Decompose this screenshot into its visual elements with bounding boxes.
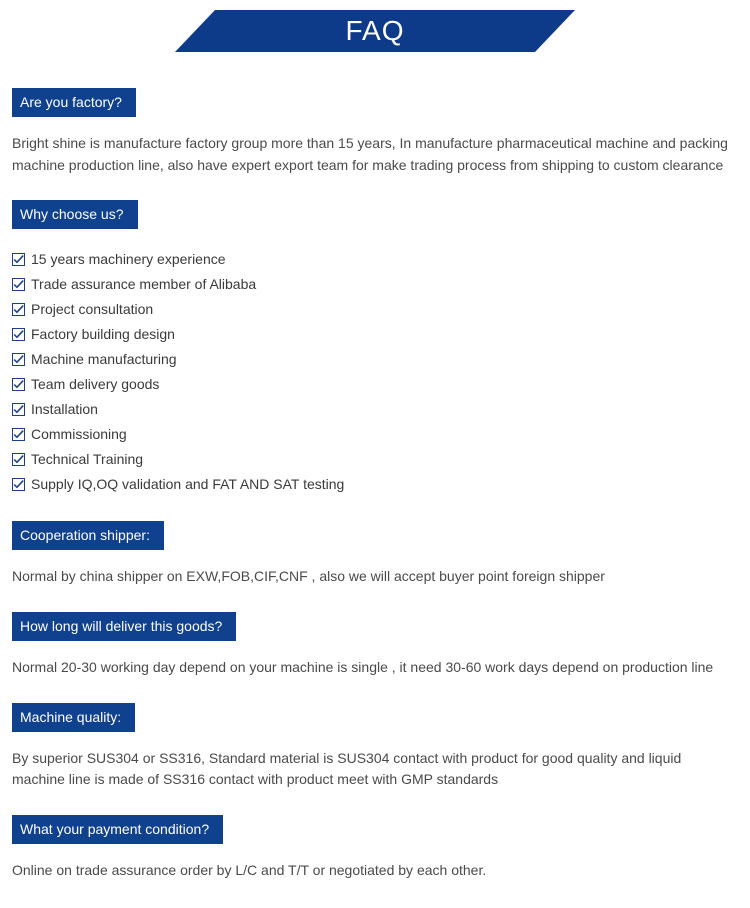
list-item-label: Technical Training [31, 449, 143, 470]
section-heading-quality: Machine quality: [12, 703, 135, 732]
section-heading-why: Why choose us? [12, 200, 138, 229]
list-item-label: Project consultation [31, 299, 153, 320]
list-item: Machine manufacturing [12, 347, 738, 372]
checkmark-icon [12, 353, 25, 366]
list-item: 15 years machinery experience [12, 247, 738, 272]
list-item-label: Machine manufacturing [31, 349, 177, 370]
section-heading-payment: What your payment condition? [12, 815, 223, 844]
faq-banner: FAQ [175, 10, 575, 52]
checkmark-icon [12, 378, 25, 391]
list-item-label: Commissioning [31, 424, 127, 445]
checkmark-icon [12, 328, 25, 341]
section-body-shipper: Normal by china shipper on EXW,FOB,CIF,C… [12, 566, 738, 588]
section-body-quality: By superior SUS304 or SS316, Standard ma… [12, 748, 738, 791]
list-item: Team delivery goods [12, 372, 738, 397]
section-body-delivery: Normal 20-30 working day depend on your … [12, 657, 738, 679]
checkmark-icon [12, 303, 25, 316]
list-item-label: Team delivery goods [31, 374, 159, 395]
list-item-label: Trade assurance member of Alibaba [31, 274, 256, 295]
faq-banner-title: FAQ [345, 10, 404, 52]
list-item: Factory building design [12, 322, 738, 347]
list-item-label: 15 years machinery experience [31, 249, 226, 270]
checkmark-icon [12, 253, 25, 266]
section-heading-delivery: How long will deliver this goods? [12, 612, 236, 641]
list-item: Trade assurance member of Alibaba [12, 272, 738, 297]
checkmark-icon [12, 428, 25, 441]
faq-content: Are you factory? Bright shine is manufac… [0, 70, 750, 908]
checkmark-icon [12, 403, 25, 416]
section-body-payment: Online on trade assurance order by L/C a… [12, 860, 738, 882]
list-item: Project consultation [12, 297, 738, 322]
section-heading-factory: Are you factory? [12, 88, 136, 117]
section-body-factory: Bright shine is manufacture factory grou… [12, 133, 738, 176]
checkmark-icon [12, 278, 25, 291]
section-heading-shipper: Cooperation shipper: [12, 521, 164, 550]
list-item: Commissioning [12, 422, 738, 447]
why-choose-list: 15 years machinery experience Trade assu… [12, 247, 738, 497]
list-item-label: Installation [31, 399, 98, 420]
list-item: Installation [12, 397, 738, 422]
list-item-label: Supply IQ,OQ validation and FAT AND SAT … [31, 474, 344, 495]
checkmark-icon [12, 453, 25, 466]
list-item: Supply IQ,OQ validation and FAT AND SAT … [12, 472, 738, 497]
list-item: Technical Training [12, 447, 738, 472]
faq-banner-wrap: FAQ [0, 0, 750, 70]
checkmark-icon [12, 478, 25, 491]
list-item-label: Factory building design [31, 324, 175, 345]
